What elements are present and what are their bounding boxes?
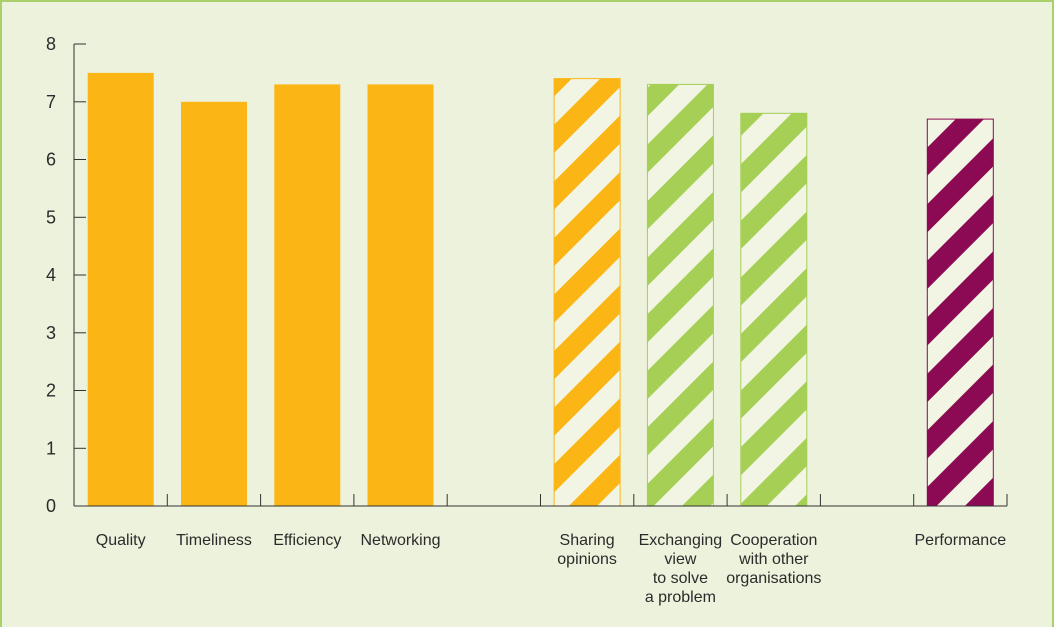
bar-sharing-opinions — [553, 78, 621, 507]
category-label-sharing-opinions: Sharing opinions — [557, 532, 617, 568]
category-label-exchanging-view-to-solve-a-problem: Exchanging view to solve a problem — [639, 532, 723, 606]
bar-exchanging-view-to-solve-a-problem — [646, 83, 714, 507]
bar-timeliness — [181, 101, 247, 507]
y-tick-label: 7 — [46, 92, 56, 112]
bar-quality — [87, 72, 154, 507]
y-tick-label: 6 — [46, 150, 56, 170]
y-tick-label: 0 — [46, 496, 56, 516]
y-tick-label: 5 — [46, 207, 56, 227]
bar-efficiency — [274, 84, 341, 507]
bar-cooperation-with-other-organisations — [740, 112, 808, 507]
category-label-networking: Networking — [360, 532, 440, 549]
bar-performance — [926, 118, 994, 507]
category-label-timeliness: Timeliness — [176, 532, 252, 549]
category-label-efficiency: Efficiency — [273, 532, 341, 549]
category-label-cooperation-with-other-organisations: Cooperation with other organisations — [726, 532, 821, 587]
y-tick-label: 3 — [46, 323, 56, 343]
bar-networking — [367, 84, 434, 507]
y-tick-label: 4 — [46, 265, 56, 285]
y-tick-label: 8 — [46, 34, 56, 54]
y-tick-label: 2 — [46, 381, 56, 401]
category-label-performance: Performance — [915, 532, 1007, 549]
category-label-quality: Quality — [96, 532, 146, 549]
y-tick-label: 1 — [46, 438, 56, 458]
